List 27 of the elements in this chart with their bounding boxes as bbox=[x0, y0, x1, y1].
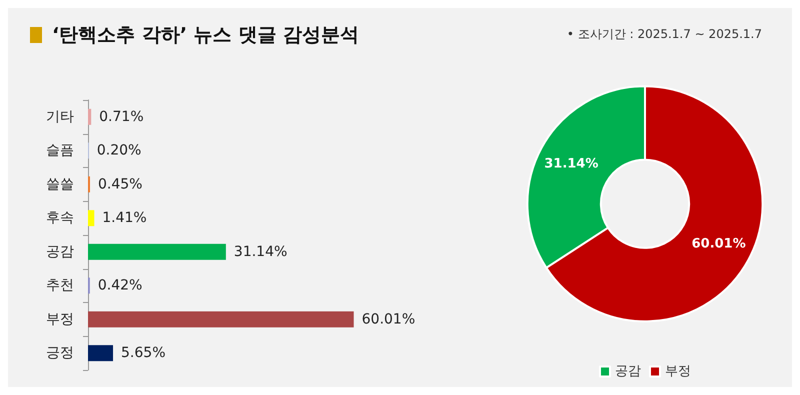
data-label: 0.71% bbox=[99, 108, 144, 125]
legend-label: 부정 bbox=[665, 364, 691, 379]
bar bbox=[88, 311, 354, 328]
y-tick-label: 후속 bbox=[46, 210, 74, 226]
text: • 조사기간 : 2025.1.7 ~ 2025.1.7 bbox=[566, 26, 762, 43]
y-tick-label: 공감 bbox=[46, 244, 74, 260]
y-tick-label: 긍정 bbox=[46, 345, 74, 362]
y-tick-label: 추천 bbox=[46, 278, 74, 294]
y-tick-label: 부정 bbox=[46, 311, 74, 328]
data-label: 0.42% bbox=[98, 278, 142, 294]
data-label: 0.45% bbox=[98, 176, 142, 192]
data-label: 5.65% bbox=[121, 345, 166, 362]
bar bbox=[88, 210, 94, 226]
y-tick-label: 기타 bbox=[46, 108, 74, 125]
data-label: 31.14% bbox=[234, 244, 288, 260]
y-tick-label: 쓸쓸 bbox=[46, 176, 74, 192]
y-tick-label: 슬픔 bbox=[46, 142, 74, 159]
data-label: 60.01% bbox=[692, 236, 746, 252]
bar bbox=[88, 108, 92, 125]
data-label: 60.01% bbox=[362, 311, 416, 328]
legend-label: 공감 bbox=[615, 364, 641, 379]
bar bbox=[88, 244, 226, 260]
data-label: 1.41% bbox=[102, 210, 147, 226]
data-label: 0.20% bbox=[96, 142, 142, 159]
chart-title: ‘탄핵소추 각하’ 뉴스 댓글 감성분석 bbox=[52, 23, 359, 48]
bar bbox=[88, 345, 114, 362]
data-label: 31.14% bbox=[544, 156, 598, 172]
